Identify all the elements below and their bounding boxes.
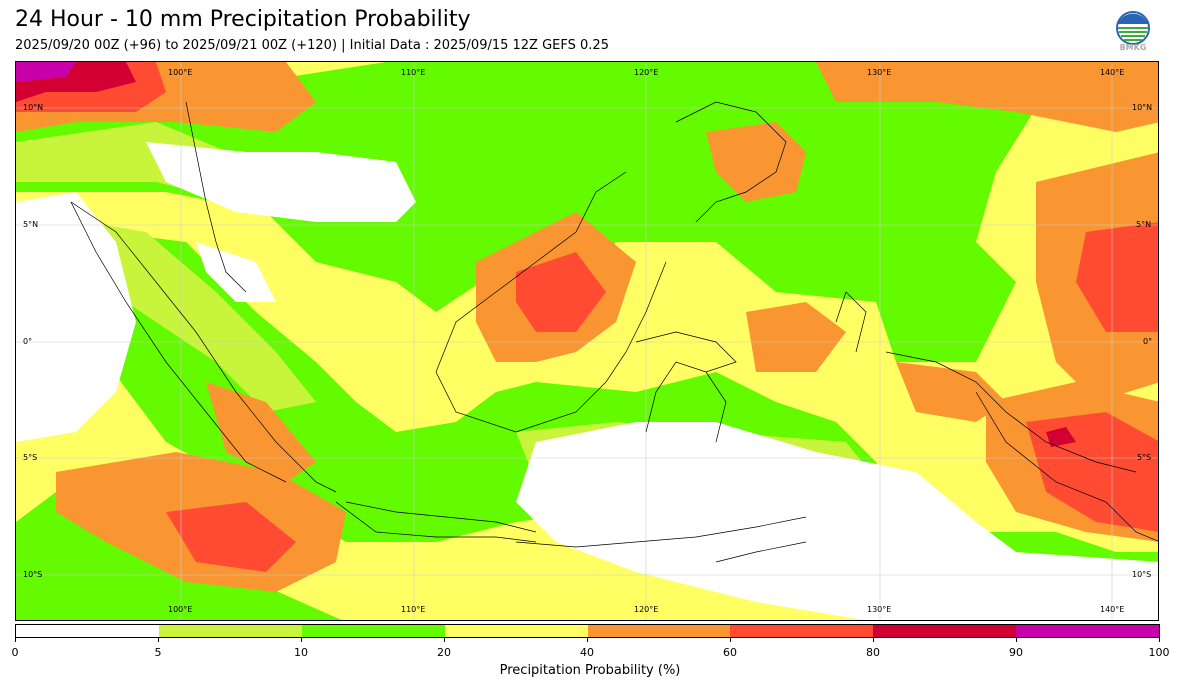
- colorbar-seg-3: [444, 625, 588, 637]
- colorbar-seg-4: [587, 625, 731, 637]
- lat-label-left-5s: 5°S: [23, 453, 38, 462]
- field-60-80-pacific: [1076, 222, 1158, 332]
- field-80-90-papua: [1046, 427, 1076, 447]
- colorbar-tick-80: 80: [866, 646, 880, 659]
- map-title: 24 Hour - 10 mm Precipitation Probabilit…: [15, 7, 471, 32]
- colorbar-seg-6: [873, 625, 1017, 637]
- field-0-5-malacca: [196, 242, 276, 302]
- field-90-100: [16, 62, 76, 82]
- colorbar-tick-0: 0: [11, 646, 19, 659]
- colorbar-tick-60: 60: [723, 646, 737, 659]
- field-40-60-sumatra: [206, 382, 316, 482]
- colorbar-tick-5: 5: [154, 646, 162, 659]
- colorbar-seg-2: [301, 625, 445, 637]
- lat-label-right-5n: 5°N: [1136, 220, 1152, 229]
- field-60-80-borneo: [516, 252, 606, 332]
- field-40-60-moluccas: [896, 362, 1006, 422]
- field-40-60-philippines: [706, 122, 806, 202]
- colorbar-seg-0: [16, 625, 159, 637]
- lon-label-top-130: 130°E: [867, 68, 892, 77]
- colorbar-tick-100: 100: [1148, 646, 1170, 659]
- lon-label-bottom-140: 140°E: [1100, 605, 1125, 614]
- field-60-80-south: [166, 502, 296, 572]
- colorbar-seg-1: [158, 625, 302, 637]
- lat-label-left-0: 0°: [23, 337, 33, 346]
- bmkg-logo-icon: [1116, 11, 1150, 45]
- lon-label-top-100: 100°E: [168, 68, 193, 77]
- colorbar-tickmark: [158, 638, 159, 642]
- precipitation-map: 100°E 110°E 120°E 130°E 140°E 100°E 110°…: [15, 61, 1159, 621]
- lon-label-bottom-130: 130°E: [867, 605, 892, 614]
- lat-label-right-10n: 10°N: [1132, 103, 1153, 112]
- colorbar-tick-90: 90: [1009, 646, 1023, 659]
- lat-label-left-10s: 10°S: [23, 570, 43, 579]
- map-subtitle: 2025/09/20 00Z (+96) to 2025/09/21 00Z (…: [15, 38, 609, 53]
- logo-text: BMKG: [1119, 43, 1147, 52]
- field-5-10-sumatra: [86, 222, 316, 412]
- colorbar-tickmark: [730, 638, 731, 642]
- colorbar-tickmark: [444, 638, 445, 642]
- colorbar-tickmark: [1159, 638, 1160, 642]
- lon-label-bottom-110: 110°E: [401, 605, 426, 614]
- colorbar-tickmark: [1016, 638, 1017, 642]
- coastlines: [70, 101, 1158, 563]
- colorbar-tick-10: 10: [294, 646, 308, 659]
- probability-field: [16, 62, 1158, 620]
- lon-label-top-120: 120°E: [634, 68, 659, 77]
- colorbar: [15, 624, 1160, 638]
- field-0-5-gulf: [146, 142, 416, 222]
- bmkg-logo: BMKG: [1112, 10, 1156, 56]
- colorbar-tickmark: [587, 638, 588, 642]
- lat-label-right-5s: 5°S: [1137, 453, 1152, 462]
- lat-label-right-0: 0°: [1143, 337, 1153, 346]
- colorbar-tickmark: [873, 638, 874, 642]
- lat-label-right-10s: 10°S: [1132, 570, 1152, 579]
- field-0-5-south: [516, 422, 1158, 620]
- lat-label-left-5n: 5°N: [23, 220, 39, 229]
- colorbar-seg-5: [730, 625, 874, 637]
- colorbar-seg-7: [1016, 625, 1159, 637]
- lon-label-top-140: 140°E: [1100, 68, 1125, 77]
- field-40-60-northeast: [816, 62, 1158, 132]
- colorbar-tickmark: [15, 638, 16, 642]
- field-40-60-sulawesi: [746, 302, 846, 372]
- lon-label-bottom-100: 100°E: [168, 605, 193, 614]
- colorbar-tickmark: [301, 638, 302, 642]
- lat-label-left-10n: 10°N: [23, 103, 44, 112]
- field-0-5-indian-ocean: [16, 192, 136, 442]
- lon-label-top-110: 110°E: [401, 68, 426, 77]
- colorbar-tick-20: 20: [437, 646, 451, 659]
- graticule: [16, 62, 1158, 620]
- colorbar-label: Precipitation Probability (%): [499, 663, 681, 678]
- colorbar-tick-40: 40: [580, 646, 594, 659]
- lon-label-bottom-120: 120°E: [634, 605, 659, 614]
